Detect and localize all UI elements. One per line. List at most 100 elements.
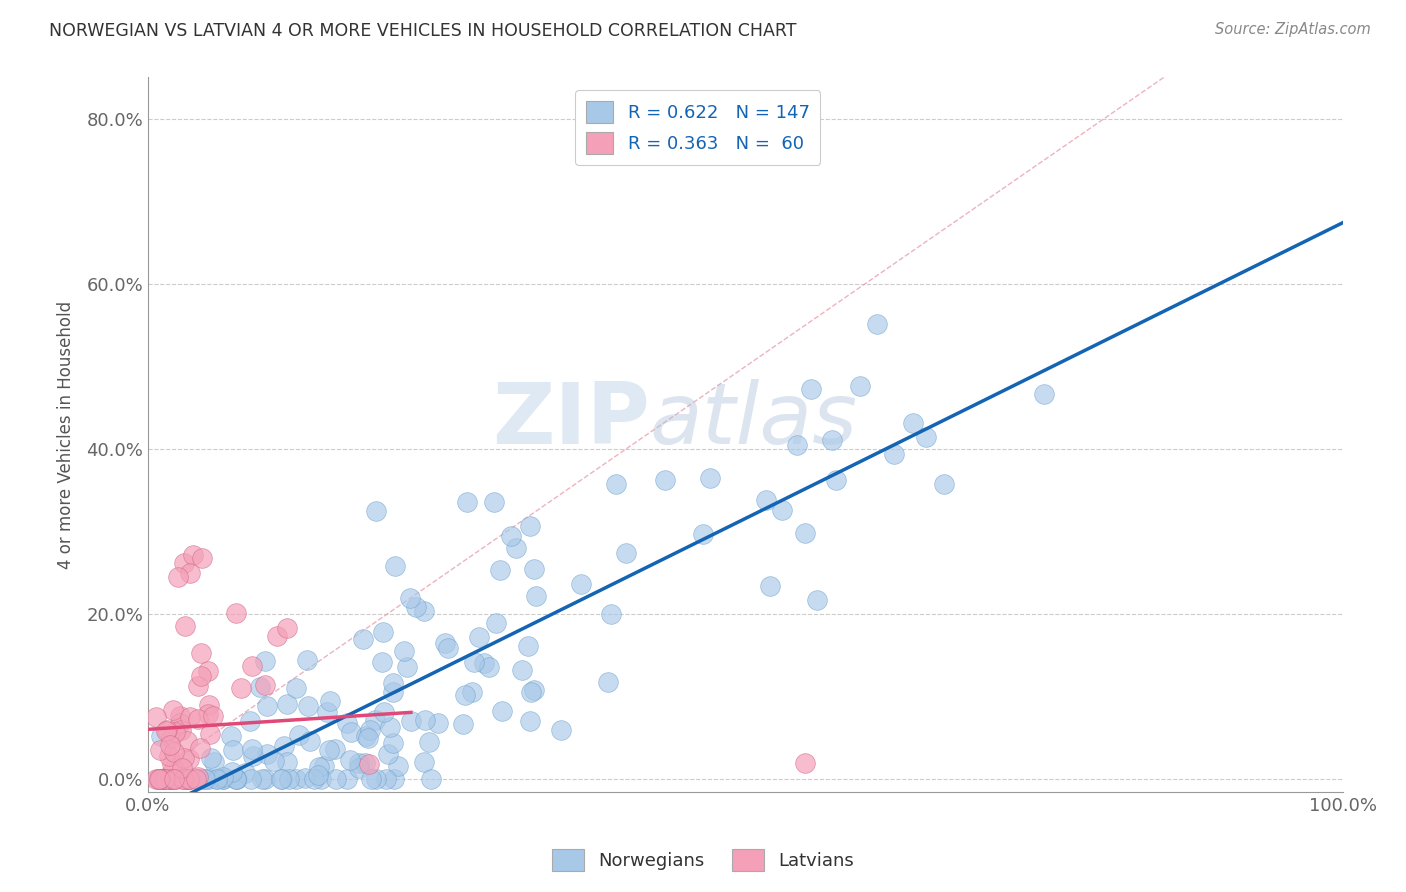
Point [477, 660, 499, 674]
Point [349, 756, 371, 770]
Point [883, 447, 905, 461]
Point [359, 723, 381, 737]
Point [170, 723, 193, 737]
Point [276, 755, 298, 769]
Point [308, 760, 330, 774]
Point [605, 476, 627, 491]
Point [277, 772, 299, 787]
Point [233, 765, 256, 780]
Point [197, 664, 219, 678]
Point [225, 772, 247, 787]
Point [516, 640, 538, 654]
Point [357, 731, 380, 746]
Point [794, 525, 817, 540]
Point [225, 606, 247, 620]
Point [484, 616, 506, 631]
Point [482, 494, 505, 508]
Point [226, 772, 249, 787]
Point [375, 772, 398, 787]
Point [254, 654, 277, 668]
Point [786, 437, 808, 451]
Point [167, 570, 190, 584]
Point [519, 714, 541, 728]
Point [270, 772, 292, 787]
Point [371, 655, 394, 669]
Point [295, 652, 318, 666]
Point [806, 593, 828, 607]
Point [211, 772, 233, 787]
Point [418, 734, 440, 748]
Point [159, 738, 181, 752]
Point [614, 546, 637, 560]
Point [915, 430, 938, 444]
Point [270, 772, 292, 787]
Point [177, 772, 200, 787]
Point [821, 433, 844, 447]
Point [359, 757, 381, 772]
Point [319, 694, 342, 708]
Point [174, 619, 197, 633]
Point [339, 754, 361, 768]
Point [179, 772, 201, 787]
Point [173, 750, 195, 764]
Point [163, 772, 186, 787]
Point [382, 684, 405, 698]
Point [159, 731, 181, 746]
Point [325, 772, 347, 787]
Point [437, 640, 460, 655]
Point [188, 741, 211, 756]
Point [221, 729, 243, 743]
Point [794, 756, 817, 770]
Text: ZIP: ZIP [492, 379, 650, 462]
Point [239, 714, 262, 729]
Point [323, 742, 346, 756]
Point [523, 683, 546, 698]
Point [159, 772, 181, 787]
Point [569, 577, 592, 591]
Point [770, 503, 793, 517]
Point [392, 643, 415, 657]
Point [352, 632, 374, 646]
Point [240, 658, 263, 673]
Point [347, 761, 370, 775]
Point [162, 702, 184, 716]
Point [371, 624, 394, 639]
Point [198, 772, 221, 787]
Point [654, 473, 676, 487]
Point [176, 734, 198, 748]
Point [285, 772, 308, 787]
Point [463, 655, 485, 669]
Point [212, 770, 235, 784]
Point [253, 772, 276, 787]
Point [240, 772, 263, 787]
Point [202, 755, 225, 769]
Point [177, 772, 200, 787]
Point [163, 761, 186, 775]
Point [179, 772, 201, 787]
Point [384, 558, 406, 573]
Point [510, 663, 533, 677]
Point [163, 745, 186, 759]
Point [191, 551, 214, 566]
Point [1032, 386, 1054, 401]
Point [472, 657, 495, 671]
Point [849, 379, 872, 393]
Point [598, 675, 620, 690]
Point [179, 709, 201, 723]
Point [194, 772, 217, 787]
Point [146, 772, 169, 787]
Point [179, 566, 201, 580]
Point [903, 416, 925, 430]
Legend: R = 0.622   N = 147, R = 0.363   N =  60: R = 0.622 N = 147, R = 0.363 N = 60 [575, 90, 821, 165]
Point [298, 733, 321, 747]
Point [256, 747, 278, 761]
Point [467, 630, 489, 644]
Point [800, 382, 823, 396]
Point [396, 660, 419, 674]
Point [354, 756, 377, 770]
Point [266, 629, 288, 643]
Point [866, 317, 889, 331]
Point [932, 476, 955, 491]
Point [148, 772, 170, 787]
Point [152, 772, 174, 787]
